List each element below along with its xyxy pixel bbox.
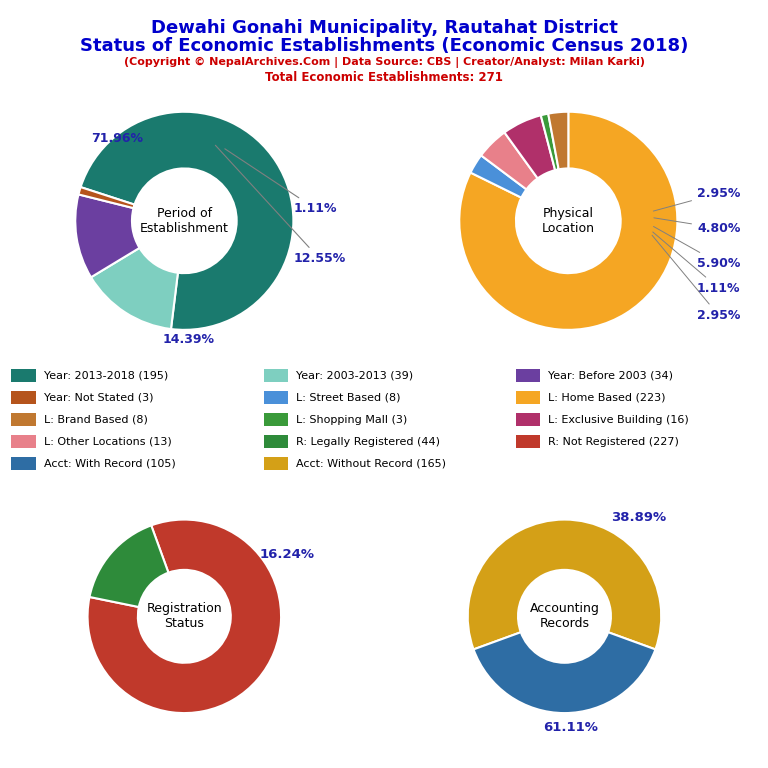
Text: Registration
Status: Registration Status (147, 602, 222, 631)
Bar (12, 369, 35, 382)
Text: Year: 2003-2013 (39): Year: 2003-2013 (39) (296, 371, 413, 381)
Text: Year: 2013-2018 (195): Year: 2013-2018 (195) (44, 371, 168, 381)
Wedge shape (88, 520, 281, 713)
Bar (12, 457, 35, 470)
Text: 2.95%: 2.95% (652, 235, 740, 322)
Text: Dewahi Gonahi Municipality, Rautahat District: Dewahi Gonahi Municipality, Rautahat Dis… (151, 19, 617, 37)
Text: 1.11%: 1.11% (653, 232, 740, 295)
Bar (12, 413, 35, 426)
Text: 5.90%: 5.90% (654, 227, 740, 270)
Text: Accounting
Records: Accounting Records (530, 602, 599, 631)
Bar (12, 391, 35, 404)
Wedge shape (471, 155, 526, 197)
Text: L: Home Based (223): L: Home Based (223) (548, 392, 666, 402)
Text: 14.39%: 14.39% (163, 333, 214, 346)
Bar (263, 413, 288, 426)
Wedge shape (75, 194, 140, 277)
Text: 83.76%: 83.76% (0, 767, 1, 768)
Wedge shape (548, 111, 568, 170)
Wedge shape (459, 111, 677, 329)
Text: Year: Before 2003 (34): Year: Before 2003 (34) (548, 371, 673, 381)
Bar (263, 457, 288, 470)
Text: Total Economic Establishments: 271: Total Economic Establishments: 271 (265, 71, 503, 84)
Text: 2.95%: 2.95% (654, 187, 740, 211)
Text: 4.80%: 4.80% (654, 218, 740, 235)
Text: Acct: With Record (105): Acct: With Record (105) (44, 458, 176, 468)
Wedge shape (90, 525, 168, 607)
Text: L: Shopping Mall (3): L: Shopping Mall (3) (296, 415, 407, 425)
Wedge shape (541, 114, 558, 170)
Text: L: Brand Based (8): L: Brand Based (8) (44, 415, 147, 425)
Text: Period of
Establishment: Period of Establishment (140, 207, 229, 235)
Wedge shape (481, 132, 538, 190)
Text: L: Exclusive Building (16): L: Exclusive Building (16) (548, 415, 689, 425)
Text: Acct: Without Record (165): Acct: Without Record (165) (296, 458, 446, 468)
Text: Physical
Location: Physical Location (541, 207, 595, 235)
Text: L: Other Locations (13): L: Other Locations (13) (44, 437, 171, 447)
Wedge shape (78, 187, 134, 208)
Text: R: Not Registered (227): R: Not Registered (227) (548, 437, 679, 447)
Wedge shape (474, 632, 655, 713)
Text: 38.89%: 38.89% (611, 511, 666, 525)
Text: R: Legally Registered (44): R: Legally Registered (44) (296, 437, 440, 447)
Bar (263, 435, 288, 449)
Wedge shape (91, 248, 178, 329)
Bar (516, 391, 540, 404)
Text: 82.29%: 82.29% (0, 767, 1, 768)
Text: (Copyright © NepalArchives.Com | Data Source: CBS | Creator/Analyst: Milan Karki: (Copyright © NepalArchives.Com | Data So… (124, 57, 644, 68)
Wedge shape (505, 115, 555, 178)
Text: L: Street Based (8): L: Street Based (8) (296, 392, 400, 402)
Text: Year: Not Stated (3): Year: Not Stated (3) (44, 392, 154, 402)
Text: 12.55%: 12.55% (215, 145, 346, 265)
Bar (263, 369, 288, 382)
Wedge shape (81, 112, 293, 329)
Bar (516, 413, 540, 426)
Wedge shape (468, 519, 661, 650)
Bar (516, 369, 540, 382)
Bar (263, 391, 288, 404)
Bar (12, 435, 35, 449)
Text: 71.96%: 71.96% (91, 132, 144, 145)
Text: 61.11%: 61.11% (543, 720, 598, 733)
Bar (516, 435, 540, 449)
Text: 1.11%: 1.11% (225, 149, 337, 215)
Text: Status of Economic Establishments (Economic Census 2018): Status of Economic Establishments (Econo… (80, 37, 688, 55)
Text: 16.24%: 16.24% (260, 548, 315, 561)
